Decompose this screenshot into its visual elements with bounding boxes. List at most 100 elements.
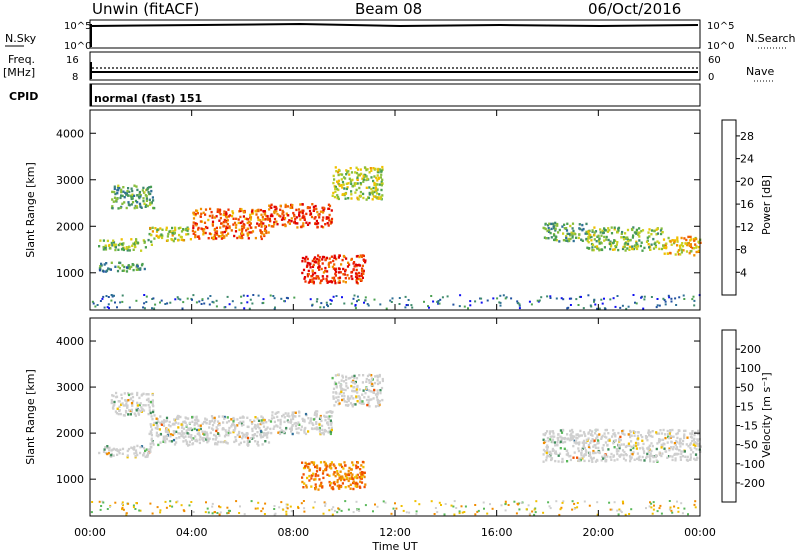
echo-cell bbox=[205, 431, 208, 434]
echo-cell bbox=[689, 243, 692, 246]
echo-cell bbox=[230, 425, 233, 428]
echo-cell bbox=[217, 235, 220, 238]
ground-scatter-cell bbox=[285, 510, 288, 513]
echo-cell bbox=[246, 440, 249, 443]
ground-scatter-cell bbox=[107, 296, 110, 298]
echo-cell bbox=[666, 433, 670, 436]
echo-cell bbox=[290, 428, 293, 431]
echo-cell bbox=[695, 458, 698, 461]
echo-cell bbox=[601, 455, 604, 459]
echo-cell bbox=[204, 417, 207, 420]
echo-cell bbox=[258, 427, 261, 430]
echo-cell bbox=[221, 233, 224, 237]
echo-cell bbox=[116, 269, 120, 273]
colorbar-tick-label: 28 bbox=[740, 130, 754, 143]
echo-cell bbox=[327, 263, 330, 266]
echo-cell bbox=[325, 415, 328, 418]
echo-cell bbox=[346, 404, 349, 407]
echo-cell bbox=[582, 455, 585, 458]
echo-cell bbox=[221, 415, 224, 418]
echo-cell bbox=[339, 477, 342, 480]
echo-cell bbox=[137, 413, 141, 416]
echo-cell bbox=[177, 239, 180, 242]
echo-cell bbox=[199, 220, 202, 223]
echo-cell bbox=[270, 225, 273, 228]
ground-scatter-cell bbox=[363, 301, 365, 304]
echo-cell bbox=[196, 418, 199, 421]
echo-cell bbox=[125, 206, 128, 210]
echo-cell bbox=[590, 439, 593, 443]
echo-cell bbox=[323, 430, 326, 433]
echo-cell bbox=[602, 444, 605, 447]
echo-cell bbox=[552, 432, 555, 435]
echo-cell bbox=[368, 193, 371, 196]
echo-cell bbox=[547, 224, 550, 227]
echo-cell bbox=[244, 436, 247, 439]
echo-cell bbox=[225, 229, 228, 232]
echo-cell bbox=[211, 224, 214, 227]
echo-cell bbox=[378, 399, 381, 403]
echo-cell bbox=[302, 473, 305, 476]
echo-cell bbox=[319, 461, 323, 464]
echo-cell bbox=[371, 382, 374, 386]
echo-cell bbox=[210, 236, 214, 240]
echo-cell bbox=[549, 430, 552, 433]
echo-cell bbox=[246, 227, 249, 230]
echo-cell bbox=[115, 199, 118, 202]
echo-cell bbox=[682, 439, 685, 443]
ground-scatter-cell bbox=[571, 500, 574, 503]
ground-scatter-cell bbox=[402, 509, 405, 512]
echo-cell bbox=[366, 168, 369, 171]
x-tick-label: 08:00 bbox=[277, 526, 309, 539]
ground-scatter-cell bbox=[366, 303, 369, 305]
echo-cell bbox=[333, 471, 336, 474]
ground-scatter-cell bbox=[660, 512, 663, 515]
echo-cell bbox=[192, 221, 195, 224]
echo-cell bbox=[359, 194, 362, 197]
echo-cell bbox=[260, 419, 263, 422]
echo-cell bbox=[350, 475, 353, 478]
echo-cell bbox=[314, 465, 317, 469]
echo-cell bbox=[239, 215, 242, 219]
echo-cell bbox=[546, 454, 549, 457]
echo-cell bbox=[664, 436, 667, 440]
echo-cell bbox=[150, 189, 153, 193]
echo-cell bbox=[325, 216, 328, 219]
ground-scatter-cell bbox=[678, 296, 681, 299]
echo-cell bbox=[142, 404, 145, 407]
echo-cell bbox=[591, 438, 594, 441]
echo-cell bbox=[332, 387, 336, 390]
echo-cell bbox=[335, 270, 338, 273]
echo-cell bbox=[585, 222, 588, 226]
echo-cell bbox=[215, 426, 218, 429]
echo-cell bbox=[218, 415, 221, 418]
echo-cell bbox=[149, 442, 152, 445]
echo-cell bbox=[695, 448, 698, 451]
echo-cell bbox=[628, 455, 632, 458]
echo-cell bbox=[589, 233, 592, 237]
echo-cell bbox=[150, 437, 153, 440]
echo-cell bbox=[360, 477, 363, 480]
echo-cell bbox=[193, 213, 196, 216]
echo-cell bbox=[544, 450, 547, 453]
echo-cell bbox=[150, 431, 153, 435]
echo-cell bbox=[650, 243, 653, 246]
echo-cell bbox=[355, 279, 358, 282]
echo-cell bbox=[304, 280, 307, 283]
echo-cell bbox=[311, 203, 314, 206]
echo-cell bbox=[691, 246, 694, 250]
ground-scatter-cell bbox=[618, 508, 621, 511]
echo-cell bbox=[347, 479, 350, 483]
nsky-tick-top: 10^5 bbox=[64, 21, 91, 32]
ground-scatter-cell bbox=[216, 512, 219, 514]
echo-cell bbox=[205, 422, 208, 425]
echo-cell bbox=[348, 473, 351, 477]
echo-cell bbox=[340, 379, 343, 382]
echo-cell bbox=[210, 415, 214, 418]
echo-cell bbox=[259, 219, 262, 222]
echo-cell bbox=[330, 421, 333, 424]
ground-scatter-cell bbox=[215, 299, 218, 302]
echo-cell bbox=[331, 276, 334, 280]
echo-cell bbox=[118, 267, 121, 270]
echo-cell bbox=[631, 453, 634, 456]
